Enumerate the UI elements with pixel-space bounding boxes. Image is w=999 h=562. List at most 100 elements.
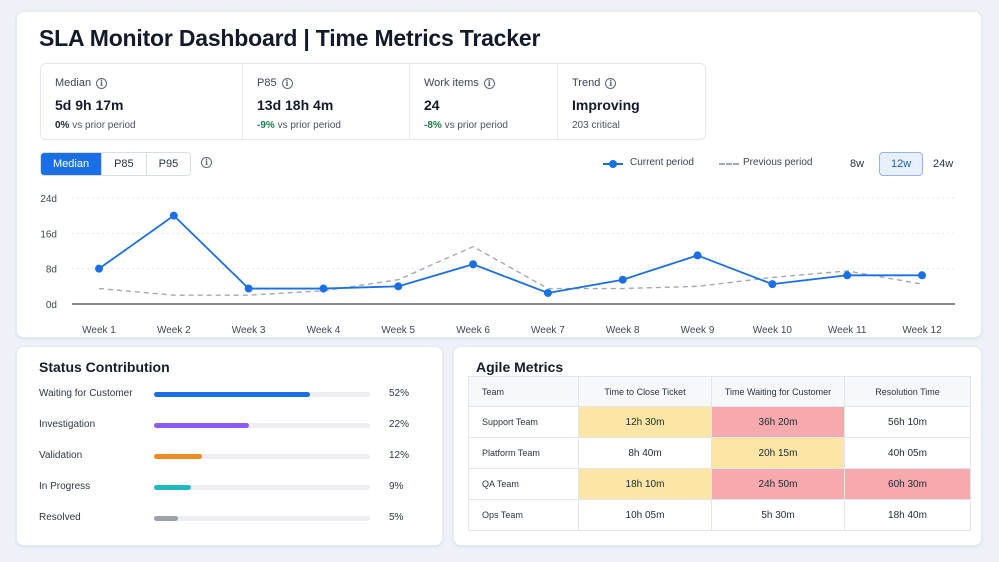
metric-cell: 24h 50m <box>711 468 845 500</box>
metric-cell: 18h 10m <box>578 468 712 500</box>
status-bar-track <box>154 392 370 397</box>
x-tick-label: Week 5 <box>381 325 415 336</box>
section-title: Agile Metrics <box>476 359 564 375</box>
x-tick-label: Week 2 <box>157 325 191 336</box>
metric-label: Work items <box>424 77 479 89</box>
status-bar-fill <box>154 454 202 459</box>
metric-value: 13d 18h 4m <box>257 97 334 113</box>
info-icon[interactable]: i <box>281 78 293 89</box>
range-8w-button[interactable]: 8w <box>850 158 865 170</box>
metric-delta: 0% <box>55 120 70 131</box>
status-bar-track <box>154 454 370 459</box>
x-tick-label: Week 10 <box>753 325 793 336</box>
status-percent: 12% <box>389 450 410 461</box>
p85-toggle-button[interactable]: P85 <box>101 153 146 175</box>
metric-work-items: Work items i 24 -8% vs prior period <box>409 64 557 139</box>
status-row: Waiting for Customer 52% <box>17 385 444 405</box>
current-period-point[interactable] <box>244 284 253 293</box>
metric-delta-suffix: vs prior period <box>277 120 341 131</box>
status-name: Resolved <box>39 512 81 523</box>
status-bar-fill <box>154 423 250 428</box>
current-period-point[interactable] <box>169 211 178 220</box>
current-period-line <box>98 214 922 294</box>
range-12w-button[interactable]: 12w <box>879 152 924 176</box>
metric-cell: 36h 20m <box>711 406 845 438</box>
status-row: Validation 12% <box>17 447 444 467</box>
percentile-toggle: Median P85 P95 <box>40 152 192 176</box>
page-title: SLA Monitor Dashboard | Time Metrics Tra… <box>39 25 541 51</box>
metric-cell: 56h 10m <box>844 406 971 438</box>
legend-current: Current period <box>603 157 694 168</box>
info-icon[interactable]: i <box>605 78 617 89</box>
status-bar-fill <box>154 392 310 397</box>
metric-median: Median i 5d 9h 17m 0% vs prior period <box>41 64 242 139</box>
x-tick-label: Week 8 <box>606 325 640 336</box>
y-tick-label: 8d <box>46 265 57 276</box>
metric-cell: 60h 30m <box>844 468 971 500</box>
status-percent: 9% <box>389 481 404 492</box>
metric-value: 5d 9h 17m <box>55 97 124 113</box>
median-toggle-button[interactable]: Median <box>41 153 102 175</box>
metric-cell: 20h 15m <box>711 437 845 469</box>
metric-cell: 10h 05m <box>578 499 712 531</box>
status-name: Waiting for Customer <box>39 388 133 399</box>
info-icon[interactable]: i <box>483 78 495 89</box>
current-period-point[interactable] <box>543 288 552 297</box>
current-period-point[interactable] <box>918 271 926 280</box>
p95-toggle-button[interactable]: P95 <box>145 153 191 175</box>
status-bar-track <box>154 423 370 428</box>
range-24w-button[interactable]: 24w <box>933 158 954 170</box>
team-cell: Support Team <box>468 406 579 438</box>
column-header: Time to Close Ticket <box>578 376 712 407</box>
metric-cell: 8h 40m <box>578 437 712 469</box>
current-period-point[interactable] <box>618 275 627 284</box>
current-period-point[interactable] <box>394 282 403 291</box>
metric-label: Trend <box>572 77 601 89</box>
x-tick-label: Week 1 <box>82 325 116 336</box>
metric-delta-suffix: vs prior period <box>444 120 508 131</box>
x-tick-label: Week 11 <box>828 325 867 336</box>
y-tick-label: 24d <box>40 194 57 205</box>
metric-value: 24 <box>424 97 440 113</box>
status-name: Investigation <box>39 419 96 430</box>
table-header-row: Team Time to Close Ticket Time Waiting f… <box>468 376 971 407</box>
metric-delta-suffix: vs prior period <box>72 120 136 131</box>
status-row: In Progress 9% <box>17 478 444 498</box>
metric-delta: -9% <box>257 120 275 131</box>
column-header: Resolution Time <box>844 376 971 407</box>
current-period-point[interactable] <box>319 284 328 293</box>
agile-metrics-card: Agile Metrics Team Time to Close Ticket … <box>453 346 982 546</box>
metric-delta: -8% <box>424 120 442 131</box>
trend-chart: 0d 8d 16d 24d Week 1 Week 2 Week 3 Week 4 Week 5… <box>40 194 955 336</box>
section-title: Status Contribution <box>39 359 170 375</box>
metric-trend: Trend i Improving 203 critical <box>557 64 705 139</box>
status-percent: 22% <box>389 419 410 430</box>
status-percent: 52% <box>389 388 410 399</box>
table-row: Support Team 12h 30m 36h 20m 56h 10m <box>468 406 971 438</box>
agile-metrics-table: Team Time to Close Ticket Time Waiting f… <box>468 376 971 531</box>
x-tick-label: Week 6 <box>456 325 490 336</box>
metric-cell: 18h 40m <box>844 499 971 531</box>
y-tick-label: 16d <box>40 229 57 240</box>
team-cell: QA Team <box>468 468 579 500</box>
current-period-point[interactable] <box>843 271 852 280</box>
current-period-point[interactable] <box>469 260 478 269</box>
table-row: Platform Team 8h 40m 20h 15m 40h 05m <box>468 437 971 469</box>
x-tick-label: Week 3 <box>232 325 266 336</box>
info-icon[interactable]: i <box>201 157 212 168</box>
metric-cell: 12h 30m <box>578 406 712 438</box>
status-bar-fill <box>154 516 178 521</box>
legend-label: Previous period <box>743 157 813 168</box>
x-tick-label: Week 9 <box>681 325 715 336</box>
column-header: Team <box>468 376 579 407</box>
x-tick-label: Week 12 <box>902 325 942 336</box>
current-period-point[interactable] <box>768 280 777 289</box>
info-icon[interactable]: i <box>96 78 108 89</box>
y-tick-label: 0d <box>46 300 57 311</box>
status-row: Investigation 22% <box>17 416 444 436</box>
table-row: QA Team 18h 10m 24h 50m 60h 30m <box>468 468 971 500</box>
status-contribution-card: Status Contribution Waiting for Customer… <box>16 346 443 546</box>
current-period-point[interactable] <box>95 264 103 273</box>
current-period-point[interactable] <box>693 251 702 260</box>
legend-label: Current period <box>630 157 694 168</box>
